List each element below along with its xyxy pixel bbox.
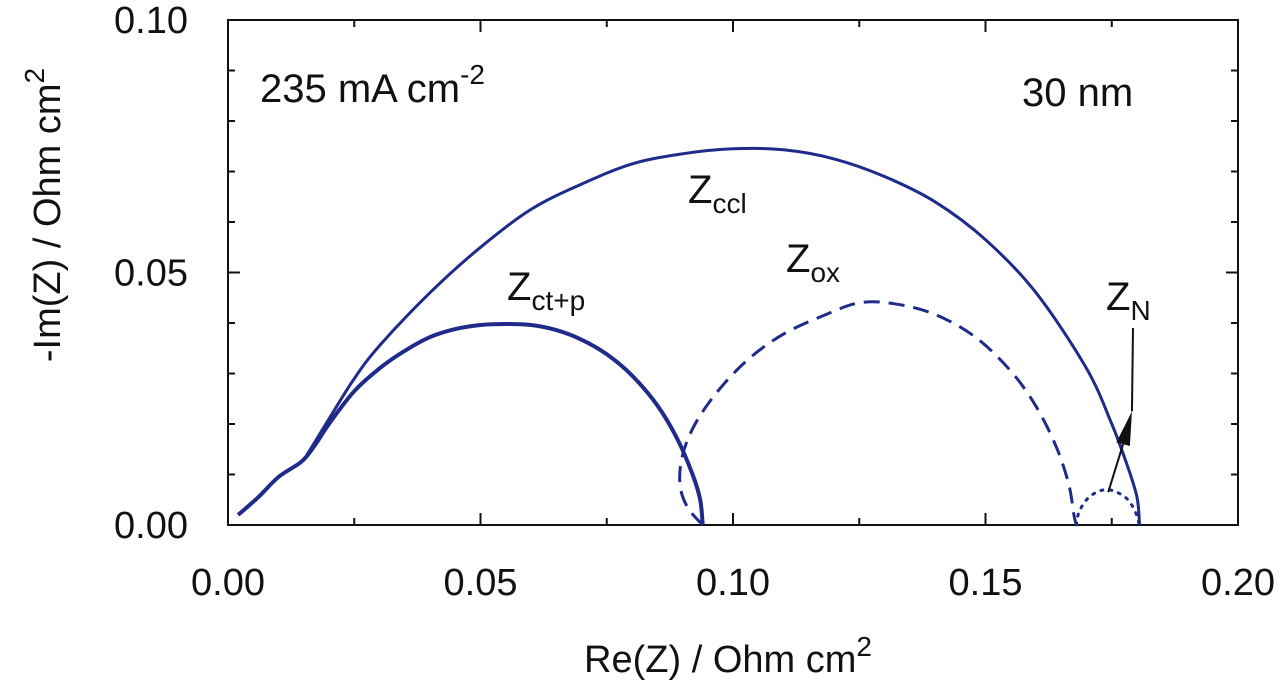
series-group [236,146,1141,527]
x-axis-title: Re(Z) / Ohm cm2 [584,631,872,681]
current-density-label: 235 mA cm-2 [260,59,485,111]
z-ox-label: Zox [786,237,840,288]
z-n-curve [1074,488,1141,527]
y-tick-label: 0.05 [114,253,188,295]
zn-pointer-line [1130,327,1134,412]
y-tick-label: 0.10 [114,0,188,42]
thickness-label: 30 nm [1022,71,1133,115]
zn-arrow-head [1116,411,1132,447]
axis-tick-labels: 0.00 0.05 0.10 0.15 0.20 0.00 0.05 0.10 [114,0,1275,604]
z-ctp-label: Zct+p [507,265,585,316]
x-tick-label: 0.05 [444,562,518,604]
z-n-label: ZN [1106,275,1151,326]
zn-arrow-group [1107,327,1134,493]
z-ox-curve [678,300,1078,527]
y-axis-title: -Im(Z) / Ohm cm2 [19,68,69,362]
x-tick-label: 0.10 [696,562,770,604]
z-ccl-label: Zccl [688,168,747,219]
y-tick-label: 0.00 [114,505,188,547]
x-tick-label: 0.20 [1201,562,1275,604]
axis-ticks [227,19,1239,526]
x-tick-label: 0.15 [949,562,1023,604]
z-ctp-curve [236,321,705,526]
zn-arrow-line [1107,443,1125,493]
x-tick-label: 0.00 [191,562,265,604]
